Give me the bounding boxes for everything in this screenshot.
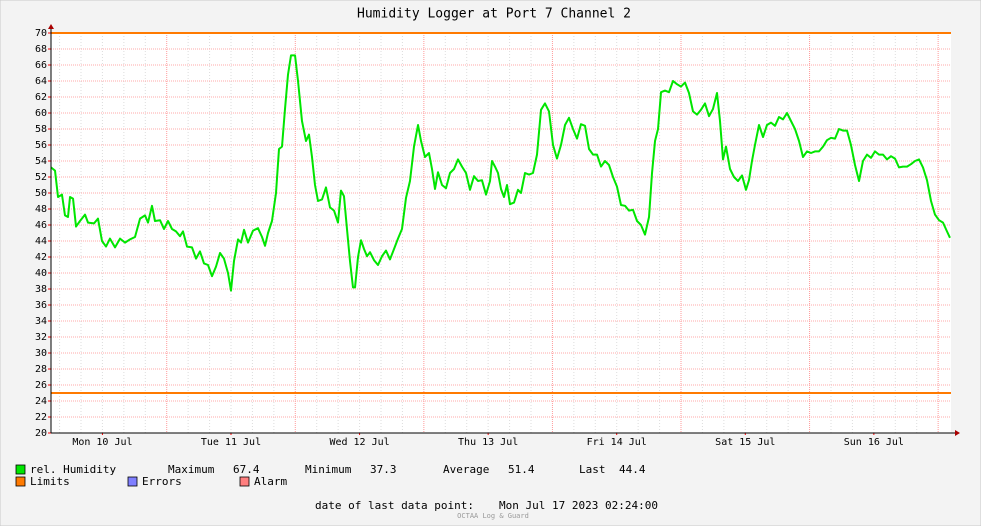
- marks: [50, 32, 951, 394]
- stat-label: Last: [579, 463, 606, 476]
- y-axis-arrow: [48, 24, 54, 29]
- legend-swatch: [15, 464, 26, 475]
- footer-value: Mon Jul 17 2023 02:24:00: [499, 499, 658, 512]
- y-tick-label: 34: [35, 316, 47, 327]
- y-tick-label: 64: [35, 76, 47, 87]
- legend: rel. Humidity Maximum 67.4 Minimum 37.3 Avera…: [15, 463, 646, 488]
- y-tick-label: 46: [35, 220, 47, 231]
- stat-label: Average: [443, 463, 489, 476]
- y-tick-label: 30: [35, 348, 47, 359]
- y-tick-label: 50: [35, 188, 47, 199]
- x-tick-label: Thu 13 Jul: [458, 437, 518, 448]
- x-axis-arrow: [955, 430, 960, 436]
- y-tick-label: 28: [35, 364, 47, 375]
- legend-label: rel. Humidity: [30, 463, 116, 476]
- y-tick-label: 52: [35, 172, 47, 183]
- y-tick-label: 22: [35, 412, 47, 423]
- x-tick-label: Sat 15 Jul: [715, 437, 775, 448]
- grid: [48, 32, 951, 435]
- x-tick-label: Sun 16 Jul: [844, 437, 904, 448]
- y-tick-label: 40: [35, 268, 47, 279]
- stat-value: 67.4: [233, 463, 260, 476]
- y-tick-label: 68: [35, 44, 47, 55]
- chart-title: Humidity Logger at Port 7 Channel 2: [357, 7, 631, 22]
- stat-label: Maximum: [168, 463, 215, 476]
- x-tick-label: Tue 11 Jul: [201, 437, 261, 448]
- y-tick-label: 60: [35, 108, 47, 119]
- y-tick-label: 26: [35, 380, 47, 391]
- credit: OCTAA Log & Guard: [457, 512, 529, 520]
- stat-value: 51.4: [508, 463, 535, 476]
- y-tick-label: 56: [35, 140, 47, 151]
- y-tick-label: 32: [35, 332, 47, 343]
- stat-label: Minimum: [305, 463, 352, 476]
- y-tick-label: 54: [35, 156, 47, 167]
- y-tick-label: 66: [35, 60, 47, 71]
- legend-label: Limits: [30, 475, 70, 488]
- plot-area: [51, 33, 951, 433]
- legend-swatch: [15, 476, 26, 487]
- x-tick-label: Fri 14 Jul: [587, 437, 647, 448]
- y-tick-label: 48: [35, 204, 47, 215]
- stat-value: 37.3: [370, 463, 397, 476]
- y-tick-label: 42: [35, 252, 47, 263]
- stat-value: 44.4: [619, 463, 646, 476]
- x-tick-label: Wed 12 Jul: [329, 437, 389, 448]
- legend-label: Alarm: [254, 475, 287, 488]
- y-tick-label: 70: [35, 28, 47, 39]
- legend-swatch: [239, 476, 250, 487]
- line-series: [50, 54, 951, 292]
- y-tick-label: 58: [35, 124, 47, 135]
- legend-swatch: [127, 476, 138, 487]
- y-tick-label: 20: [35, 428, 47, 439]
- legend-label: Errors: [142, 475, 182, 488]
- x-tick-label: Mon 10 Jul: [72, 437, 132, 448]
- y-tick-label: 36: [35, 300, 47, 311]
- y-tick-label: 24: [35, 396, 47, 407]
- y-tick-label: 44: [35, 236, 47, 247]
- footer-label: date of last data point:: [315, 499, 474, 512]
- y-tick-label: 62: [35, 92, 47, 103]
- y-tick-label: 38: [35, 284, 47, 295]
